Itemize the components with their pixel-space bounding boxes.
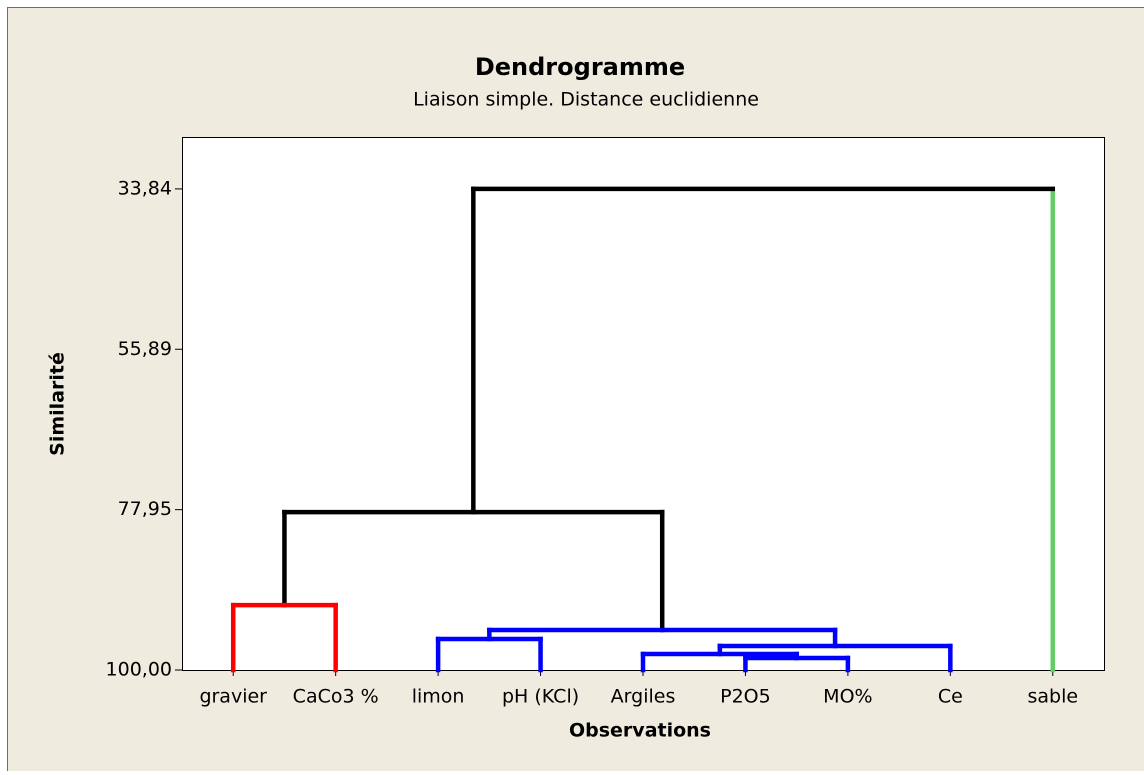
x-tick-label: limon: [412, 686, 465, 708]
x-tick-label: CaCo3 %: [293, 686, 379, 708]
x-tick-label: Argiles: [611, 686, 676, 708]
x-tick-label: Ce: [938, 686, 963, 708]
x-tick-label: pH (KCl): [502, 686, 579, 708]
y-tick-label: 77,95: [118, 498, 172, 520]
chart-subtitle: Liaison simple. Distance euclidienne: [413, 89, 759, 111]
y-axis-label: Similarité: [47, 352, 69, 456]
x-tick-label: P2O5: [720, 686, 771, 708]
x-axis-label: Observations: [569, 720, 711, 742]
y-tick-label: 33,84: [118, 177, 172, 199]
chart-title: Dendrogramme: [475, 53, 685, 81]
plot-area: [183, 138, 1105, 671]
y-tick-label: 100,00: [106, 659, 172, 681]
y-tick-label: 55,89: [118, 338, 172, 360]
x-tick-label: sable: [1027, 686, 1078, 708]
x-tick-label: MO%: [823, 686, 872, 708]
x-tick-label: gravier: [199, 686, 267, 708]
